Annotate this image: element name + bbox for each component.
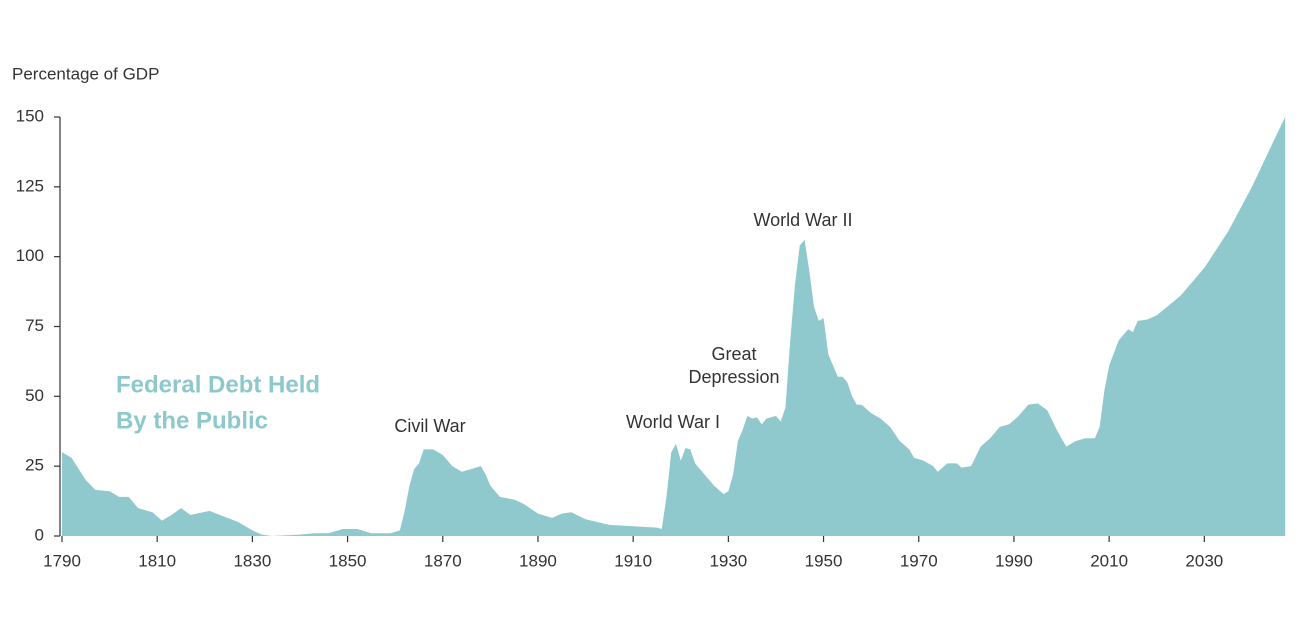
y-tick-label: 100 [16,246,44,265]
y-tick-label: 125 [16,176,44,195]
series-label: Federal Debt Held [116,371,320,398]
x-tick-label: 1950 [805,551,843,570]
y-tick-label: 0 [35,525,44,544]
x-tick-label: 2030 [1185,551,1223,570]
x-tick-label: 1970 [900,551,938,570]
x-tick-label: 1830 [233,551,271,570]
x-tick-label: 1870 [424,551,462,570]
y-axis-label: Percentage of GDP [12,64,159,83]
y-tick-label: 25 [25,456,44,475]
y-tick-label: 75 [25,316,44,335]
x-tick-label: 1790 [43,551,81,570]
x-tick-label: 2010 [1090,551,1128,570]
annotation: Great [711,344,756,364]
annotation: World War I [626,412,720,432]
annotation: World War II [753,210,852,230]
x-tick-label: 1910 [614,551,652,570]
annotation: Depression [688,367,779,387]
x-tick-label: 1810 [138,551,176,570]
debt-area [62,117,1286,536]
x-tick-label: 1850 [329,551,367,570]
annotation: Civil War [394,416,465,436]
x-tick-label: 1990 [995,551,1033,570]
x-tick-label: 1930 [709,551,747,570]
y-tick-label: 50 [25,386,44,405]
series-label: By the Public [116,407,268,434]
y-tick-label: 150 [16,106,44,125]
x-tick-label: 1890 [519,551,557,570]
